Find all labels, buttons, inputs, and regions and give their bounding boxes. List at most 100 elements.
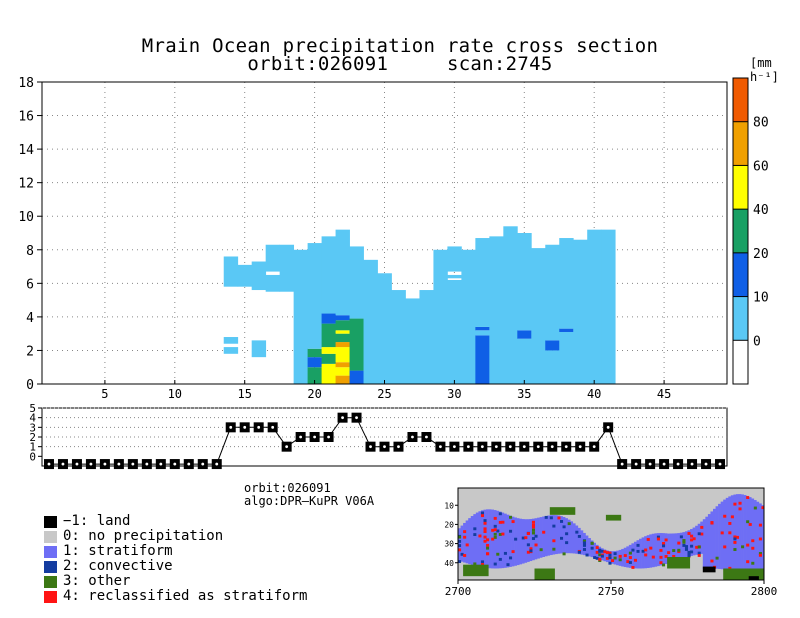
map-precip-cell xyxy=(684,548,689,551)
precip-cell xyxy=(559,328,574,332)
map-stratiform-cell xyxy=(664,533,668,564)
map-precip-cell xyxy=(560,536,564,540)
map-precip-cell xyxy=(531,523,536,527)
map-precip-cell xyxy=(557,516,561,520)
precip-cell xyxy=(335,315,350,321)
colorbar-label: 40 xyxy=(753,203,769,218)
map-stratiform-cell xyxy=(741,494,744,575)
map-stratiform-cell xyxy=(723,499,727,570)
precip-cell xyxy=(307,367,322,384)
map-precip-cell xyxy=(710,521,714,525)
map-precip-cell xyxy=(695,545,699,549)
legend-item-reclassified: 4: reclassified as stratiform xyxy=(44,589,307,604)
precip-cell xyxy=(307,348,322,358)
precip-cell xyxy=(517,233,532,331)
map-precip-cell xyxy=(628,556,632,559)
precip-cell xyxy=(559,238,574,329)
map-precip-cell xyxy=(552,547,556,551)
raintype-marker-dot xyxy=(606,425,610,429)
map-precip-cell xyxy=(761,506,765,510)
x-tick-label: 35 xyxy=(517,387,531,401)
map-precip-cell xyxy=(687,554,691,558)
map-precip-cell xyxy=(728,522,732,525)
map-stratiform-cell xyxy=(662,533,665,565)
map-precip-cell xyxy=(531,525,536,529)
raintype-marker-dot xyxy=(341,416,344,420)
map-stratiform-cell xyxy=(738,494,742,574)
map-stratiform-cell xyxy=(654,533,658,567)
precip-cell xyxy=(307,357,322,368)
map-precip-cell xyxy=(486,552,490,556)
map-stratiform-cell xyxy=(626,546,630,568)
map-stratiform-cell xyxy=(519,518,523,565)
map-stratiform-cell xyxy=(547,515,551,556)
map-stratiform-cell xyxy=(565,518,568,554)
map-precip-cell xyxy=(526,532,530,535)
colorbar-segment xyxy=(733,165,748,210)
map-precip-cell xyxy=(646,538,650,541)
raintype-marker-dot xyxy=(299,435,303,439)
map-precip-cell xyxy=(728,566,732,570)
raintype-marker-dot xyxy=(131,462,135,466)
map-precip-cell xyxy=(728,531,732,535)
map-precip-cell xyxy=(567,522,571,526)
map-precip-cell xyxy=(748,523,752,526)
precip-cell xyxy=(517,330,532,339)
map-precip-cell xyxy=(458,548,462,552)
map-precip-cell xyxy=(582,539,587,543)
precip-cell xyxy=(279,244,295,292)
map-precip-cell xyxy=(628,561,632,564)
map-precip-cell xyxy=(758,537,762,541)
map-precip-cell xyxy=(608,561,612,565)
map-precip-cell xyxy=(496,529,500,533)
map-precip-cell xyxy=(746,560,750,564)
map-stratiform-cell xyxy=(468,518,472,565)
legend-label: 1: stratiform xyxy=(63,543,173,559)
map-precip-cell xyxy=(585,553,589,557)
x-tick-label: 5 xyxy=(101,387,108,401)
map-precip-cell xyxy=(590,541,594,545)
colorbar-units: [mm h⁻¹] xyxy=(750,56,779,84)
colorbar-label: 60 xyxy=(753,159,769,174)
raintype-marker-dot xyxy=(327,435,330,439)
map-stratiform-cell xyxy=(539,517,543,558)
raintype-marker-dot xyxy=(369,445,372,449)
map-precip-cell xyxy=(480,560,485,564)
raintype-marker-dot xyxy=(173,462,177,466)
legend-item-no-precipitation: 0: no precipitation xyxy=(44,529,307,544)
raintype-marker-dot xyxy=(676,462,680,466)
map-precip-cell xyxy=(672,554,676,558)
map-precip-cell xyxy=(595,546,599,549)
map-precip-cell xyxy=(690,538,694,542)
legend-label: 3: other xyxy=(63,573,131,589)
map-precip-cell xyxy=(590,546,594,550)
map-stratiform-cell xyxy=(605,550,609,563)
map-stratiform-cell xyxy=(501,512,505,569)
raintype-marker-dot xyxy=(662,462,666,466)
chart-title: Mrain Ocean precipitation rate cross sec… xyxy=(141,35,659,57)
map-precip-cell xyxy=(595,556,599,560)
map-precip-cell xyxy=(677,541,681,545)
precip-cell xyxy=(447,274,462,279)
map-precip-cell xyxy=(636,543,640,547)
map-precip-cell xyxy=(600,554,604,558)
colorbar-label: 20 xyxy=(753,247,769,262)
precip-cell xyxy=(559,331,574,384)
raintype-marker-dot xyxy=(592,445,596,449)
map-stratiform-cell xyxy=(718,503,721,569)
map-precip-cell xyxy=(656,537,660,541)
precip-cell xyxy=(321,313,336,324)
map-precip-cell xyxy=(682,544,686,547)
map-precip-cell xyxy=(700,525,704,529)
raintype-marker-dot xyxy=(550,445,554,449)
map-precip-cell xyxy=(741,545,745,549)
map-precip-cell xyxy=(463,535,467,539)
map-precip-cell xyxy=(458,544,462,547)
map-stratiform-cell xyxy=(470,516,474,565)
raintype-y-label: 2 xyxy=(29,431,36,444)
map-precip-cell xyxy=(662,563,666,567)
x-tick-label: 25 xyxy=(377,387,391,401)
map-stratiform-cell xyxy=(460,525,464,562)
map-precip-cell xyxy=(733,502,737,506)
map-precip-cell xyxy=(498,557,502,561)
